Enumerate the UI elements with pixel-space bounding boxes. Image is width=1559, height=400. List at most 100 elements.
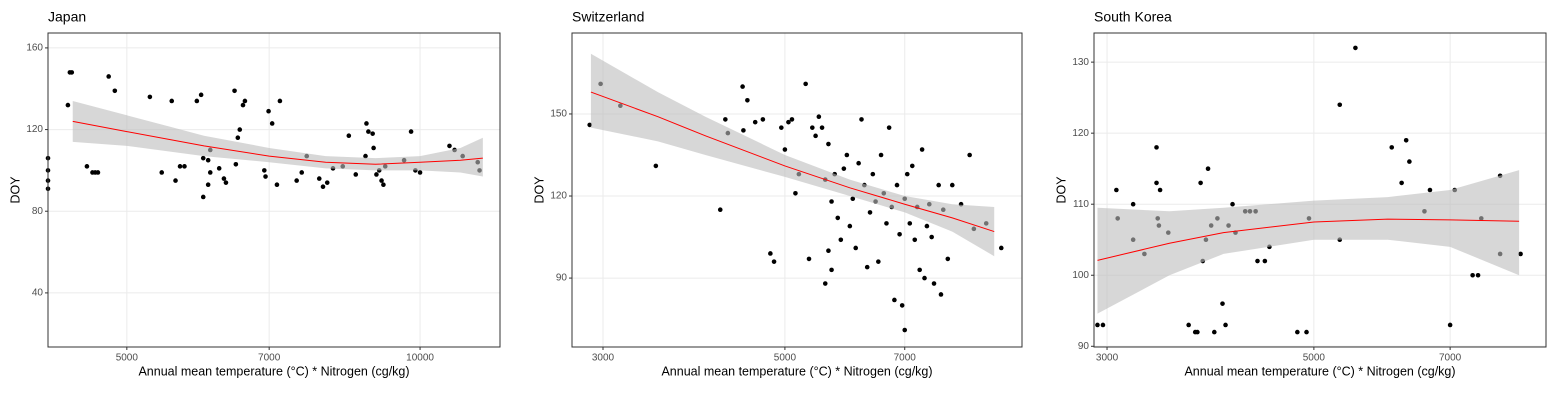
point: [147, 94, 153, 100]
point: [106, 74, 111, 79]
point: [177, 164, 183, 169]
point: [1295, 329, 1300, 335]
point: [299, 170, 305, 175]
point: [835, 215, 841, 221]
y-axis-title: DOY: [1054, 176, 1068, 204]
point: [844, 152, 850, 158]
point: [1095, 322, 1100, 328]
chart-title: Japan: [48, 9, 86, 25]
point: [841, 166, 847, 171]
y-tick-label: 150: [550, 109, 567, 120]
point: [1205, 166, 1211, 171]
panel: 90 100 110 120 130 3000 5000 7000 South Korea Ann…: [1054, 9, 1547, 378]
point: [1195, 329, 1200, 335]
point: [221, 176, 227, 181]
point: [84, 164, 90, 169]
point: [112, 88, 118, 94]
point: [587, 122, 592, 128]
chart-title: South Korea: [1094, 9, 1172, 25]
point: [1475, 272, 1481, 278]
fit-line: [590, 91, 995, 233]
point: [949, 182, 955, 188]
point: [892, 297, 897, 303]
point: [173, 178, 178, 183]
y-tick-label: 40: [32, 288, 44, 299]
point: [374, 172, 379, 177]
point: [198, 92, 204, 98]
point: [207, 170, 213, 175]
point: [1198, 180, 1203, 186]
point: [1518, 251, 1523, 257]
point: [371, 145, 376, 151]
point: [417, 170, 423, 175]
point: [363, 153, 368, 159]
point: [1230, 201, 1235, 207]
point: [1304, 329, 1309, 335]
point: [1154, 180, 1159, 186]
confidence-band: [72, 100, 483, 177]
point: [771, 259, 777, 264]
x-tick-label: 10000: [406, 353, 434, 364]
point: [381, 182, 386, 187]
point: [379, 178, 384, 183]
point: [262, 168, 267, 173]
point: [789, 117, 795, 122]
point: [263, 174, 268, 179]
point: [922, 275, 927, 281]
point: [242, 98, 248, 104]
point: [810, 125, 815, 130]
point: [237, 127, 243, 132]
point: [277, 98, 283, 104]
point: [816, 114, 822, 119]
x-tick-label: 7000: [1439, 353, 1462, 364]
point: [1407, 159, 1412, 164]
point: [1100, 322, 1106, 328]
y-tick-label: 120: [1072, 128, 1089, 139]
point: [786, 119, 791, 125]
confidence-band: [1097, 170, 1520, 314]
point: [1157, 187, 1163, 193]
point: [447, 143, 452, 149]
point: [1399, 180, 1404, 186]
x-tick-label: 5000: [116, 353, 139, 364]
plot-background: [572, 33, 1022, 347]
point: [200, 155, 206, 161]
point: [806, 256, 812, 262]
point: [1427, 187, 1433, 193]
point: [907, 221, 913, 226]
y-axis-title: DOY: [8, 176, 22, 204]
point: [408, 129, 414, 134]
point: [316, 176, 322, 181]
point: [1186, 322, 1191, 328]
point: [1337, 102, 1343, 108]
point: [194, 98, 200, 104]
confidence-band: [590, 53, 995, 257]
point: [826, 248, 831, 254]
point: [233, 161, 239, 167]
y-tick-label: 110: [1073, 199, 1089, 210]
x-tick-label: 3000: [592, 353, 615, 364]
plot-border: [571, 32, 1023, 348]
point: [324, 180, 330, 185]
point: [740, 84, 745, 89]
point: [917, 267, 922, 273]
point: [69, 70, 75, 75]
panel: 90 120 150 3000 5000 7000 Switzerland Annual me…: [532, 9, 1023, 378]
point: [867, 210, 873, 215]
point: [294, 178, 299, 183]
plot-background: [48, 33, 500, 347]
point: [899, 303, 905, 308]
point: [240, 102, 246, 108]
point: [878, 152, 884, 158]
point: [998, 245, 1004, 251]
y-tick-label: 160: [26, 43, 43, 54]
point: [274, 182, 280, 187]
point: [912, 237, 918, 243]
point: [856, 160, 861, 166]
point: [1403, 137, 1409, 143]
y-tick-label: 90: [1078, 341, 1090, 352]
plot-border: [47, 32, 501, 348]
point: [779, 125, 784, 130]
point: [1470, 272, 1475, 278]
point: [929, 234, 934, 240]
